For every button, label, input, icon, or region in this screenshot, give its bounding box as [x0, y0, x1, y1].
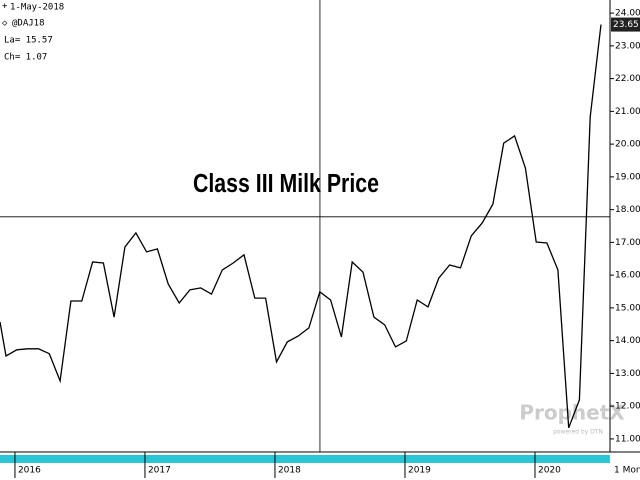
x-tick-label: 2018 — [278, 466, 301, 476]
x-tick-label: 2016 — [18, 466, 41, 476]
chart-title: Class III Milk Price — [193, 169, 379, 199]
last-value-label: 23.65 — [613, 20, 639, 30]
header-date: 1-May-2018 — [10, 3, 64, 13]
y-tick-label: 18.00 — [615, 205, 640, 215]
y-tick-label: 22.00 — [615, 74, 640, 84]
header-change: Ch= 1.07 — [4, 53, 47, 63]
x-tick-label: 2020 — [538, 466, 561, 476]
x-axis-band — [0, 455, 610, 463]
header-symbol: @DAJ18 — [12, 19, 45, 29]
y-tick-label: 13.00 — [615, 369, 640, 379]
y-tick-label: 11.00 — [615, 434, 640, 444]
period-label: 1 Mon — [614, 466, 640, 476]
x-tick-label: 2017 — [148, 466, 171, 476]
y-tick-label: 21.00 — [615, 107, 640, 117]
y-tick-label: 15.00 — [615, 303, 640, 313]
y-tick-label: 16.00 — [615, 271, 640, 281]
header-last: La= 15.57 — [4, 36, 53, 46]
price-line — [0, 24, 602, 429]
y-tick-label: 23.00 — [615, 41, 640, 51]
y-tick-label: 24.00 — [615, 9, 640, 19]
watermark-sub: powered by DTN — [553, 429, 603, 436]
y-tick-label: 17.00 — [615, 238, 640, 248]
watermark: ProphetX — [519, 401, 625, 425]
last-value-box — [611, 17, 640, 32]
header-icon: ◇ — [2, 19, 8, 29]
y-tick-label: 19.00 — [615, 172, 640, 182]
header-icon: + — [2, 2, 8, 12]
y-tick-label: 12.00 — [615, 402, 640, 412]
y-tick-label: 14.00 — [615, 336, 640, 346]
y-tick-label: 20.00 — [615, 140, 640, 150]
x-tick-label: 2019 — [408, 466, 431, 476]
